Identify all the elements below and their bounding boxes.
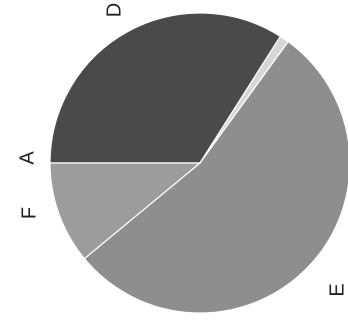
slice-label: D: [103, 3, 125, 17]
pie-slice: [49, 162, 202, 260]
slice-label: A: [16, 151, 38, 165]
pie-slice: [83, 40, 348, 314]
pie-slice: [49, 12, 282, 164]
slice-label: E: [326, 283, 348, 296]
slice-label: F: [18, 207, 40, 219]
